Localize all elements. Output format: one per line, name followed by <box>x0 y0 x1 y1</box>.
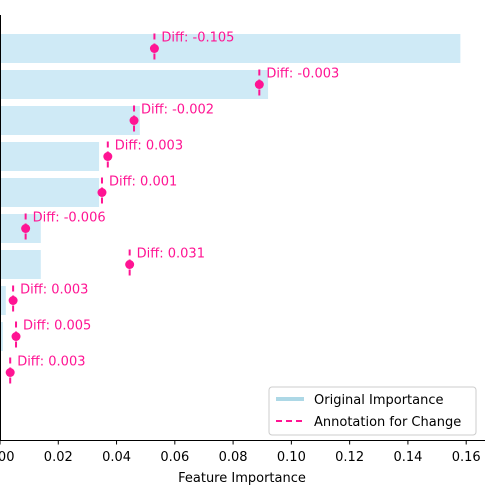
annotation-marker-8 <box>12 332 21 341</box>
annotation-marker-0 <box>150 44 159 53</box>
annotation-label-1: Diff: -0.003 <box>266 67 339 82</box>
annotation-marker-5 <box>21 224 30 233</box>
annotation-label-5: Diff: -0.006 <box>33 211 106 226</box>
bar-4 <box>0 178 99 207</box>
x-ticks: 0.00 0.02 0.04 0.06 0.08 0.10 0.12 0.14 0.16 <box>0 440 481 465</box>
annotation-marker-2 <box>130 116 139 125</box>
legend-label-annotation: Annotation for Change <box>314 415 461 430</box>
bars-layer <box>0 34 460 351</box>
annotation-marker-1 <box>255 80 264 89</box>
x-tick-label-2: 0.04 <box>102 450 131 465</box>
x-tick-label-8: 0.16 <box>452 450 481 465</box>
annotation-label-7: Diff: 0.003 <box>20 283 88 298</box>
x-tick-label-1: 0.02 <box>44 450 73 465</box>
legend-label-original: Original Importance <box>314 393 444 408</box>
x-tick-label-7: 0.14 <box>393 450 422 465</box>
x-tick-label-6: 0.12 <box>335 450 364 465</box>
legend: Original Importance Annotation for Chang… <box>269 387 476 435</box>
x-tick-label-4: 0.08 <box>219 450 248 465</box>
annotation-label-8: Diff: 0.005 <box>23 319 91 334</box>
bar-2 <box>0 106 140 135</box>
annotation-marker-3 <box>103 152 112 161</box>
annotation-label-0: Diff: -0.105 <box>161 31 234 46</box>
annotation-label-3: Diff: 0.003 <box>115 139 183 154</box>
x-tick-label-5: 0.10 <box>277 450 306 465</box>
annotation-label-2: Diff: -0.002 <box>141 103 214 118</box>
annotation-label-4: Diff: 0.001 <box>109 175 177 190</box>
x-tick-label-0: 0.00 <box>0 450 14 465</box>
x-tick-label-3: 0.06 <box>160 450 189 465</box>
bar-1 <box>0 70 268 99</box>
annotation-marker-9 <box>6 368 15 377</box>
annotation-marker-6 <box>125 260 134 269</box>
annotation-label-9: Diff: 0.003 <box>17 355 85 370</box>
annotation-marker-7 <box>9 296 18 305</box>
annotation-marker-4 <box>97 188 106 197</box>
bar-6 <box>0 250 41 279</box>
annotation-label-6: Diff: 0.031 <box>137 247 205 262</box>
x-axis-label: Feature Importance <box>178 471 306 486</box>
bar-3 <box>0 142 99 171</box>
